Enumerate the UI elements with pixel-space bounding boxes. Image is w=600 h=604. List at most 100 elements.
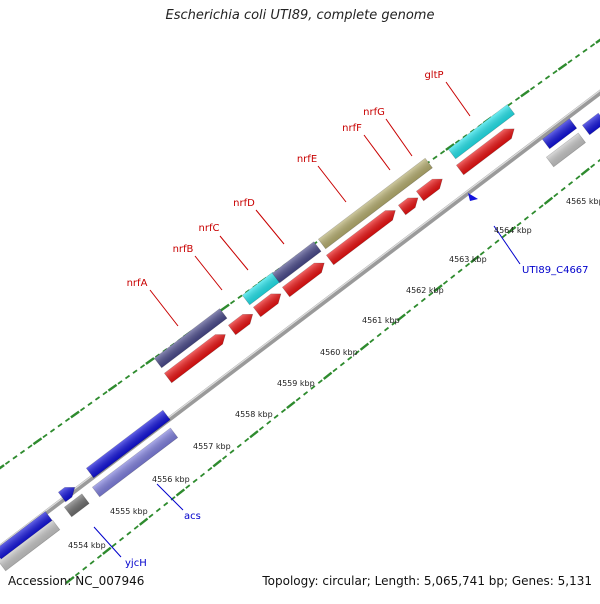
tick-mark-outer xyxy=(4,460,11,465)
tick-mark-outer xyxy=(70,410,80,419)
tick-mark-inner xyxy=(568,181,574,186)
tick-mark-inner xyxy=(258,426,264,431)
tick-mark-outer xyxy=(102,390,108,396)
kbp-label: 4562 kbp xyxy=(406,286,444,295)
gene-yjcH-upper-shade xyxy=(0,511,53,560)
gene-small-blue-shade xyxy=(58,487,75,502)
tick-mark-outer xyxy=(220,303,230,312)
gene-nrfB-red-shade xyxy=(228,314,253,335)
tick-mark-outer xyxy=(595,38,600,44)
tick-mark-outer xyxy=(145,357,155,365)
gene-acs xyxy=(91,427,179,498)
tick-mark-outer xyxy=(552,69,558,75)
tick-mark-inner xyxy=(501,233,507,239)
tick-mark-inner xyxy=(433,284,443,293)
tick-mark-inner xyxy=(266,420,272,425)
label-nrfE-leader xyxy=(317,165,347,203)
tick-mark-inner xyxy=(538,204,544,209)
gene-nrfE-red-shade xyxy=(326,210,396,265)
tick-mark-inner xyxy=(322,371,333,380)
gene-upper-right-b xyxy=(581,112,600,136)
gene-features xyxy=(0,104,600,572)
gene-nrfF-red-shade xyxy=(398,197,418,215)
tick-mark-outer xyxy=(520,89,530,98)
kbp-label: 4559 kbp xyxy=(277,379,315,388)
tick-mark-inner xyxy=(126,531,132,536)
gene-nrfA-red xyxy=(163,334,226,384)
label-nrfG-leader xyxy=(385,118,413,157)
tick-mark-outer xyxy=(514,96,521,102)
gene-nrfA-shade xyxy=(154,308,227,368)
tick-mark-outer xyxy=(27,444,33,449)
tick-mark-outer xyxy=(229,299,236,305)
gene-upper-right-a xyxy=(541,118,578,150)
kbp-label: 4563 kbp xyxy=(449,255,487,264)
tick-mark-outer xyxy=(154,353,161,358)
tick-mark-outer xyxy=(57,423,63,428)
gene-nrfE xyxy=(317,157,433,250)
kbp-label: 4561 kbp xyxy=(362,316,400,325)
tick-mark-inner xyxy=(347,356,353,361)
tick-mark-inner xyxy=(359,342,370,351)
tick-mark-inner xyxy=(494,239,500,244)
tick-mark-inner xyxy=(376,332,382,338)
gene-nrfD xyxy=(271,241,322,284)
tick-mark-outer xyxy=(42,433,48,439)
tick-mark-outer xyxy=(432,155,438,160)
tick-mark-outer xyxy=(454,139,461,144)
tick-mark-inner xyxy=(89,560,95,565)
label-nrfG: nrfG xyxy=(363,107,385,118)
gene-nrfG-red-shade xyxy=(416,179,443,201)
kbp-label: 4564 kbp xyxy=(494,226,532,235)
tick-mark-inner xyxy=(339,361,345,367)
kbp-label: 4557 kbp xyxy=(193,442,231,451)
gene-small-blue xyxy=(57,487,76,503)
tick-mark-outer xyxy=(462,134,468,139)
tick-mark-outer xyxy=(529,85,536,91)
tick-mark-inner xyxy=(111,542,117,548)
tick-mark-inner xyxy=(391,321,397,326)
gene-gltP-red-shade xyxy=(456,128,515,175)
label-nrfA-leader xyxy=(149,289,179,327)
tick-mark-inner xyxy=(479,251,485,256)
gene-gltP-shade xyxy=(448,104,515,159)
kbp-label: 4558 kbp xyxy=(235,410,273,419)
gene-acs-upper xyxy=(85,409,171,479)
tick-mark-inner xyxy=(464,262,471,268)
gene-gltP xyxy=(447,104,516,160)
tick-mark-inner xyxy=(82,566,88,571)
label-UTI89_C4667-leader xyxy=(493,225,521,265)
tick-mark-outer xyxy=(117,380,123,385)
gene-nrfC-shade xyxy=(242,272,280,305)
tick-mark-outer xyxy=(537,80,543,85)
label-acs: acs xyxy=(184,511,201,522)
label-gltP-leader xyxy=(445,81,471,117)
tick-mark-inner xyxy=(553,192,559,198)
gene-dark-gray xyxy=(63,493,90,518)
tick-mark-outer xyxy=(139,364,146,369)
gene-nrfD-red-shade xyxy=(282,263,325,297)
tick-mark-inner xyxy=(273,414,279,419)
tick-mark-inner xyxy=(65,575,75,585)
tick-mark-outer xyxy=(64,417,71,423)
label-UTI89_C4667: UTI89_C4667 xyxy=(522,265,589,276)
kbp-label: 4556 kbp xyxy=(152,475,190,484)
tick-mark-outer xyxy=(544,75,551,80)
tick-mark-outer xyxy=(507,102,513,107)
tick-mark-inner xyxy=(543,196,554,205)
tick-mark-inner xyxy=(163,501,169,507)
tick-mark-inner xyxy=(229,449,235,454)
label-nrfE: nrfE xyxy=(297,154,317,165)
tick-mark-outer xyxy=(87,401,93,406)
gene-nrfE-shade xyxy=(318,158,433,249)
tick-mark-inner xyxy=(138,517,149,526)
label-nrfD-leader xyxy=(255,209,285,245)
map-title: Escherichia coli UTI89, complete genome xyxy=(165,8,435,23)
tick-mark-inner xyxy=(133,525,139,530)
label-nrfF-leader xyxy=(363,134,391,171)
tick-mark-outer xyxy=(107,383,118,392)
tick-mark-inner xyxy=(531,210,537,215)
